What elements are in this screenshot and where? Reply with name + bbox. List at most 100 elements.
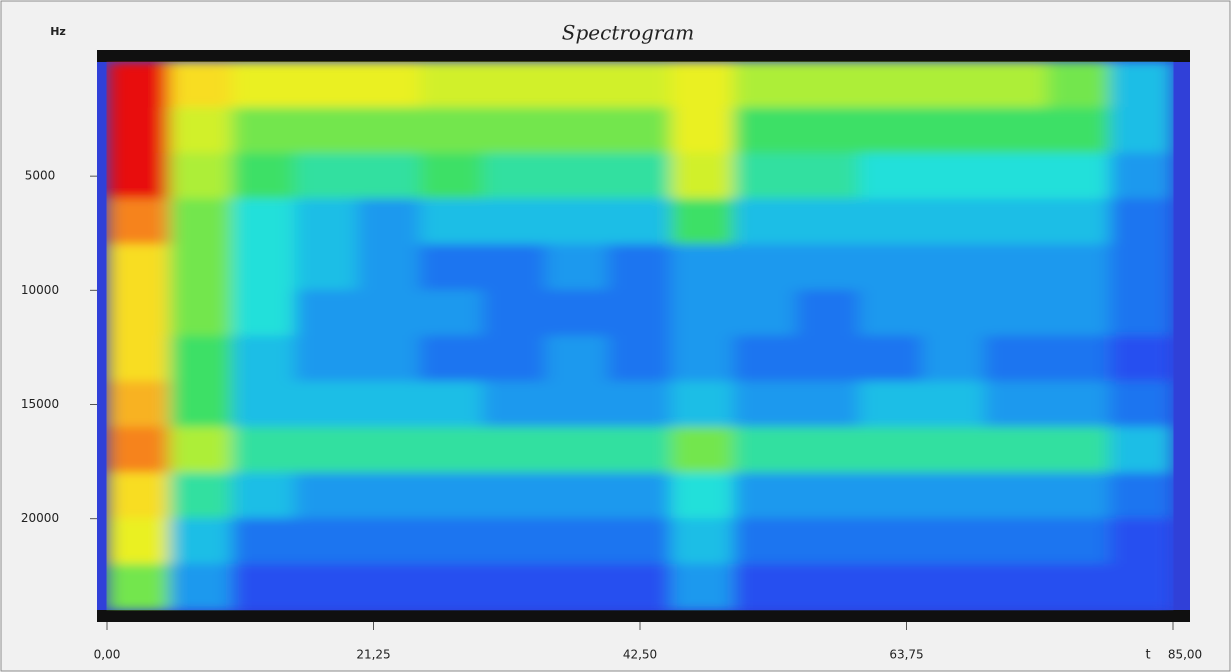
heatmap-cell bbox=[483, 107, 547, 154]
heatmap-cell bbox=[922, 564, 986, 611]
heatmap-cell bbox=[169, 381, 233, 428]
heatmap-cell bbox=[734, 427, 798, 474]
heatmap-cell bbox=[107, 244, 171, 291]
heatmap-cell bbox=[483, 427, 547, 474]
heatmap-cell bbox=[107, 153, 171, 200]
y-tick-label: 20000 bbox=[21, 511, 59, 525]
heatmap-cell bbox=[984, 244, 1048, 291]
heatmap-cell bbox=[420, 473, 484, 520]
heatmap-cell bbox=[984, 518, 1048, 565]
y-tick-label: 15000 bbox=[21, 397, 59, 411]
heatmap-cell bbox=[796, 473, 860, 520]
heatmap-cell bbox=[107, 199, 171, 246]
heatmap-cell bbox=[1047, 62, 1111, 109]
y-tick-label: 5000 bbox=[25, 169, 56, 183]
heatmap-cell bbox=[859, 290, 923, 337]
heatmap-cell bbox=[232, 564, 296, 611]
heatmap-cell bbox=[232, 473, 296, 520]
heatmap-cell bbox=[107, 473, 171, 520]
heatmap-cell bbox=[107, 290, 171, 337]
heatmap-cell bbox=[357, 427, 421, 474]
heatmap-cell bbox=[357, 153, 421, 200]
heatmap-cell bbox=[734, 107, 798, 154]
heatmap-cell bbox=[984, 336, 1048, 383]
heatmap-cell bbox=[796, 564, 860, 611]
heatmap-cell bbox=[859, 381, 923, 428]
heatmap-cell bbox=[295, 564, 359, 611]
heatmap-cell bbox=[483, 62, 547, 109]
heatmap-cell bbox=[357, 473, 421, 520]
heatmap-cell bbox=[1047, 153, 1111, 200]
heatmap-cell bbox=[859, 518, 923, 565]
x-tick-label: 0,00 bbox=[94, 648, 121, 662]
heatmap-cell bbox=[1110, 518, 1174, 565]
heatmap-cell bbox=[608, 518, 672, 565]
heatmap-cell bbox=[169, 473, 233, 520]
heatmap-cell bbox=[295, 153, 359, 200]
heatmap-cell bbox=[1110, 153, 1174, 200]
heatmap-cell bbox=[1110, 564, 1174, 611]
heatmap-cell bbox=[295, 427, 359, 474]
heatmap bbox=[107, 62, 1174, 611]
heatmap-cell bbox=[671, 427, 735, 474]
heatmap-cell bbox=[420, 244, 484, 291]
heatmap-cell bbox=[984, 427, 1048, 474]
heatmap-cell bbox=[859, 336, 923, 383]
heatmap-cell bbox=[169, 290, 233, 337]
heatmap-cell bbox=[483, 473, 547, 520]
heatmap-cell bbox=[671, 336, 735, 383]
heatmap-cell bbox=[420, 564, 484, 611]
heatmap-cell bbox=[671, 518, 735, 565]
heatmap-cell bbox=[232, 199, 296, 246]
heatmap-cell bbox=[169, 153, 233, 200]
heatmap-cell bbox=[232, 244, 296, 291]
heatmap-cell bbox=[295, 199, 359, 246]
heatmap-cell bbox=[545, 153, 609, 200]
heatmap-cell bbox=[545, 473, 609, 520]
heatmap-cell bbox=[1047, 107, 1111, 154]
chart-title: Spectrogram bbox=[562, 21, 694, 45]
heatmap-cell bbox=[796, 518, 860, 565]
heatmap-cell bbox=[859, 62, 923, 109]
heatmap-cell bbox=[107, 427, 171, 474]
heatmap-cell bbox=[545, 107, 609, 154]
heatmap-cell bbox=[984, 473, 1048, 520]
heatmap-cell bbox=[232, 518, 296, 565]
heatmap-cell bbox=[483, 564, 547, 611]
heatmap-cell bbox=[232, 62, 296, 109]
heatmap-cell bbox=[671, 107, 735, 154]
heatmap-cell bbox=[545, 427, 609, 474]
heatmap-cell bbox=[796, 381, 860, 428]
heatmap-cell bbox=[922, 381, 986, 428]
heatmap-cell bbox=[357, 336, 421, 383]
heatmap-cell bbox=[671, 62, 735, 109]
heatmap-cell bbox=[357, 62, 421, 109]
heatmap-cell bbox=[483, 336, 547, 383]
chart: Spectrogram Hz t 50001000015000200000,00… bbox=[0, 0, 1231, 672]
heatmap-cell bbox=[357, 244, 421, 291]
heatmap-cell bbox=[169, 107, 233, 154]
heatmap-cell bbox=[859, 244, 923, 291]
heatmap-cell bbox=[734, 336, 798, 383]
heatmap-cell bbox=[734, 290, 798, 337]
heatmap-cell bbox=[1047, 244, 1111, 291]
heatmap-cell bbox=[169, 336, 233, 383]
heatmap-cell bbox=[734, 153, 798, 200]
heatmap-cell bbox=[420, 62, 484, 109]
heatmap-cell bbox=[796, 107, 860, 154]
heatmap-cell bbox=[420, 336, 484, 383]
heatmap-cell bbox=[545, 381, 609, 428]
heatmap-cell bbox=[734, 518, 798, 565]
heatmap-cell bbox=[734, 199, 798, 246]
heatmap-cell bbox=[420, 199, 484, 246]
heatmap-cell bbox=[608, 290, 672, 337]
heatmap-cell bbox=[545, 62, 609, 109]
heatmap-cell bbox=[922, 473, 986, 520]
heatmap-cell bbox=[859, 427, 923, 474]
heatmap-cell bbox=[1047, 336, 1111, 383]
heatmap-cell bbox=[169, 427, 233, 474]
heatmap-cell bbox=[608, 62, 672, 109]
heatmap-cell bbox=[984, 153, 1048, 200]
heatmap-cell bbox=[1110, 473, 1174, 520]
heatmap-cell bbox=[232, 381, 296, 428]
